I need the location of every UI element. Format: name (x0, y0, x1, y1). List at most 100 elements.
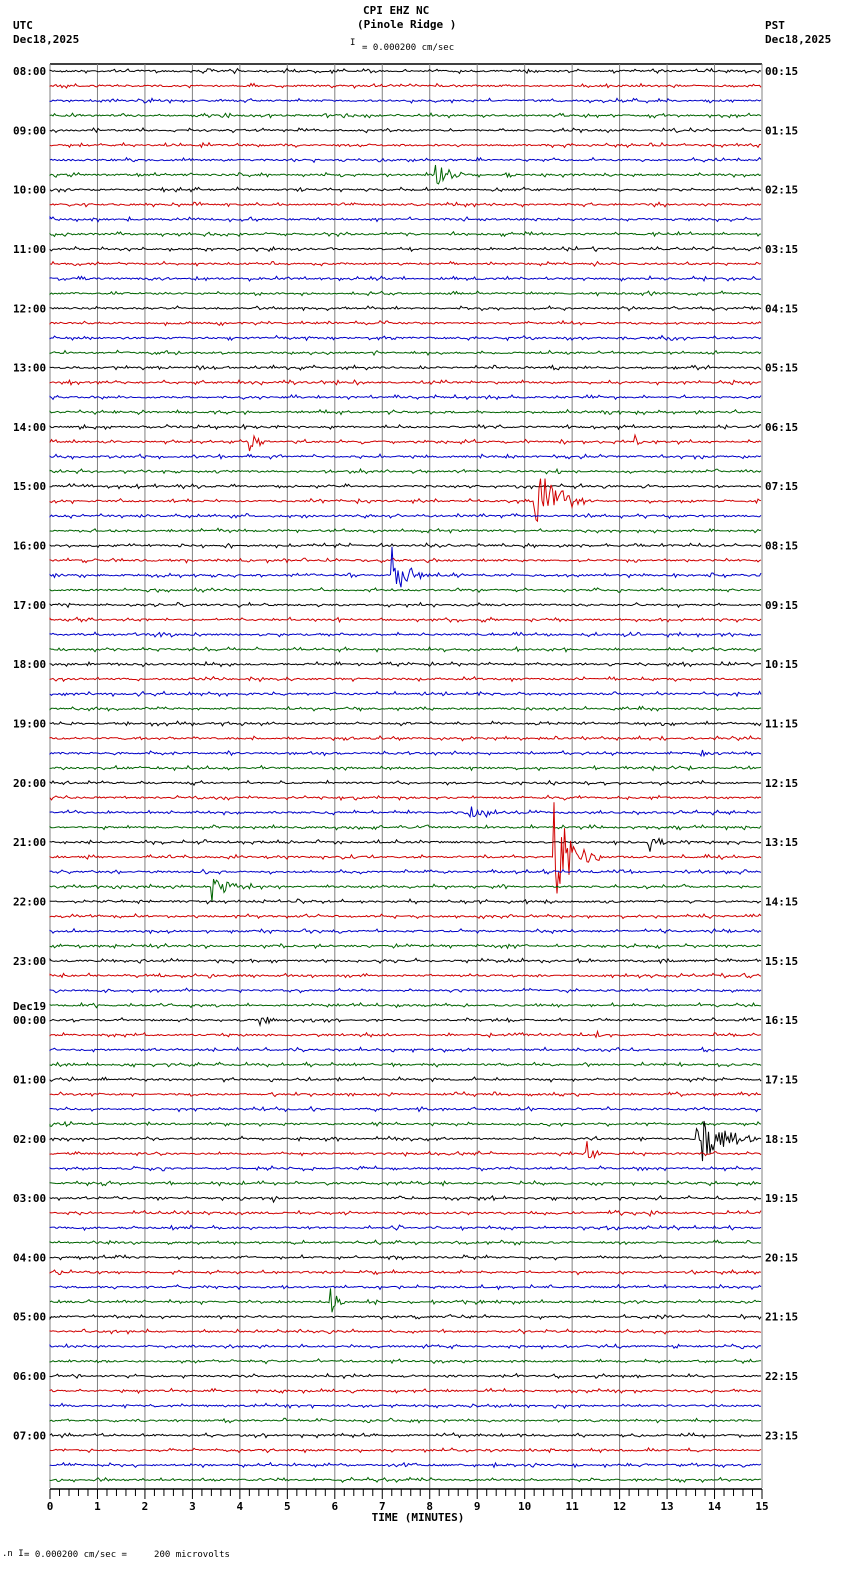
trace-line (49, 512, 762, 520)
x-tick-label: 6 (331, 1500, 338, 1513)
trace-line (49, 260, 762, 267)
trace-line (49, 1179, 762, 1187)
right-date: Dec18,2025 (765, 33, 832, 46)
trace-line (49, 1091, 762, 1098)
utc-hour-label: 23:00 (13, 955, 46, 968)
trace-line (49, 557, 762, 564)
pst-hour-label: 01:15 (765, 124, 798, 137)
utc-hour-label: 18:00 (13, 658, 46, 671)
x-tick-label: 8 (426, 1500, 433, 1513)
station-location: (Pinole Ridge ) (357, 18, 457, 31)
trace-line (49, 837, 762, 852)
x-tick-label: 2 (142, 1500, 149, 1513)
trace-line (49, 67, 762, 75)
utc-hour-label: 03:00 (13, 1192, 46, 1205)
pst-hour-label: 00:15 (765, 65, 798, 78)
trace-line (49, 1446, 762, 1454)
trace-line (49, 794, 762, 802)
x-tick-label: 4 (237, 1500, 244, 1513)
trace-line (49, 201, 762, 208)
trace-line (49, 112, 762, 119)
trace-line (49, 1239, 762, 1246)
trace-line (49, 586, 762, 594)
trace-line (49, 1283, 762, 1291)
trace-line (49, 735, 762, 742)
pst-hour-label: 20:15 (765, 1251, 798, 1264)
pst-hour-label: 02:15 (765, 184, 798, 197)
left-date: Dec18,2025 (13, 33, 80, 46)
scale-footer-icon: .n I (2, 1549, 24, 1559)
utc-hour-label: 17:00 (13, 599, 46, 612)
trace-line (49, 1105, 762, 1113)
trace-line (49, 1288, 761, 1313)
utc-hour-label: 15:00 (13, 480, 46, 493)
right-timezone: PST (765, 19, 785, 32)
trace-line (49, 478, 762, 523)
pst-hour-label: 10:15 (765, 658, 798, 671)
trace-line (49, 1476, 762, 1484)
utc-hour-label: 09:00 (13, 124, 46, 137)
pst-hour-label: 16:15 (765, 1014, 798, 1027)
trace-line (49, 1194, 762, 1204)
pst-hour-label: 12:15 (765, 777, 798, 790)
scale-footer-note: = 0.000200 cm/sec = 200 microvolts (24, 1550, 230, 1560)
utc-hour-label: 04:00 (13, 1251, 46, 1264)
trace-line (49, 186, 762, 193)
date-change-label: Dec19 (13, 1000, 46, 1013)
trace-line (49, 305, 762, 312)
trace-line (49, 1209, 762, 1218)
pst-hour-label: 13:15 (765, 836, 798, 849)
utc-hour-label: 06:00 (13, 1370, 46, 1383)
trace-line (49, 957, 762, 965)
trace-line (49, 1387, 762, 1395)
x-tick-label: 7 (379, 1500, 386, 1513)
trace-line (49, 393, 762, 401)
trace-line (49, 1461, 762, 1469)
trace-line (49, 82, 762, 90)
trace-line (49, 779, 762, 787)
trace-line (49, 527, 762, 534)
pst-hour-label: 18:15 (765, 1133, 798, 1146)
pst-hour-label: 23:15 (765, 1429, 798, 1442)
utc-hour-label: 13:00 (13, 362, 46, 375)
x-tick-label: 12 (613, 1500, 626, 1513)
pst-hour-label: 08:15 (765, 540, 798, 553)
pst-hour-label: 17:15 (765, 1073, 798, 1086)
x-tick-label: 13 (660, 1500, 673, 1513)
utc-hour-label: 14:00 (13, 421, 46, 434)
utc-hour-label: 19:00 (13, 718, 46, 731)
trace-line (49, 616, 762, 624)
trace-line (49, 1141, 762, 1160)
x-tick-label: 9 (474, 1500, 481, 1513)
utc-hour-label: 22:00 (13, 895, 46, 908)
trace-line (49, 1343, 762, 1350)
utc-hour-label: 10:00 (13, 184, 46, 197)
trace-line (49, 453, 762, 461)
trace-line (49, 601, 762, 609)
trace-line (49, 141, 762, 149)
trace-line (49, 334, 762, 342)
pst-hour-label: 03:15 (765, 243, 798, 256)
trace-line (49, 942, 762, 950)
pst-hour-label: 09:15 (765, 599, 798, 612)
x-axis-label: TIME (MINUTES) (372, 1511, 465, 1524)
utc-hour-label: 00:00 (13, 1014, 46, 1027)
trace-line (49, 97, 762, 104)
trace-line (49, 542, 762, 550)
trace-line (49, 1432, 762, 1439)
utc-hour-label: 05:00 (13, 1311, 46, 1324)
trace-line (49, 646, 762, 653)
trace-line (49, 705, 762, 712)
trace-line (49, 878, 762, 902)
trace-line (49, 660, 762, 668)
trace-line (49, 1076, 762, 1083)
trace-line (49, 1254, 762, 1261)
x-tick-label: 5 (284, 1500, 291, 1513)
trace-line (49, 927, 762, 935)
x-tick-label: 1 (94, 1500, 101, 1513)
utc-hour-label: 12:00 (13, 302, 46, 315)
trace-line (49, 230, 762, 238)
trace-line (49, 675, 762, 683)
trace-line (49, 408, 762, 416)
x-tick-label: 15 (755, 1500, 768, 1513)
